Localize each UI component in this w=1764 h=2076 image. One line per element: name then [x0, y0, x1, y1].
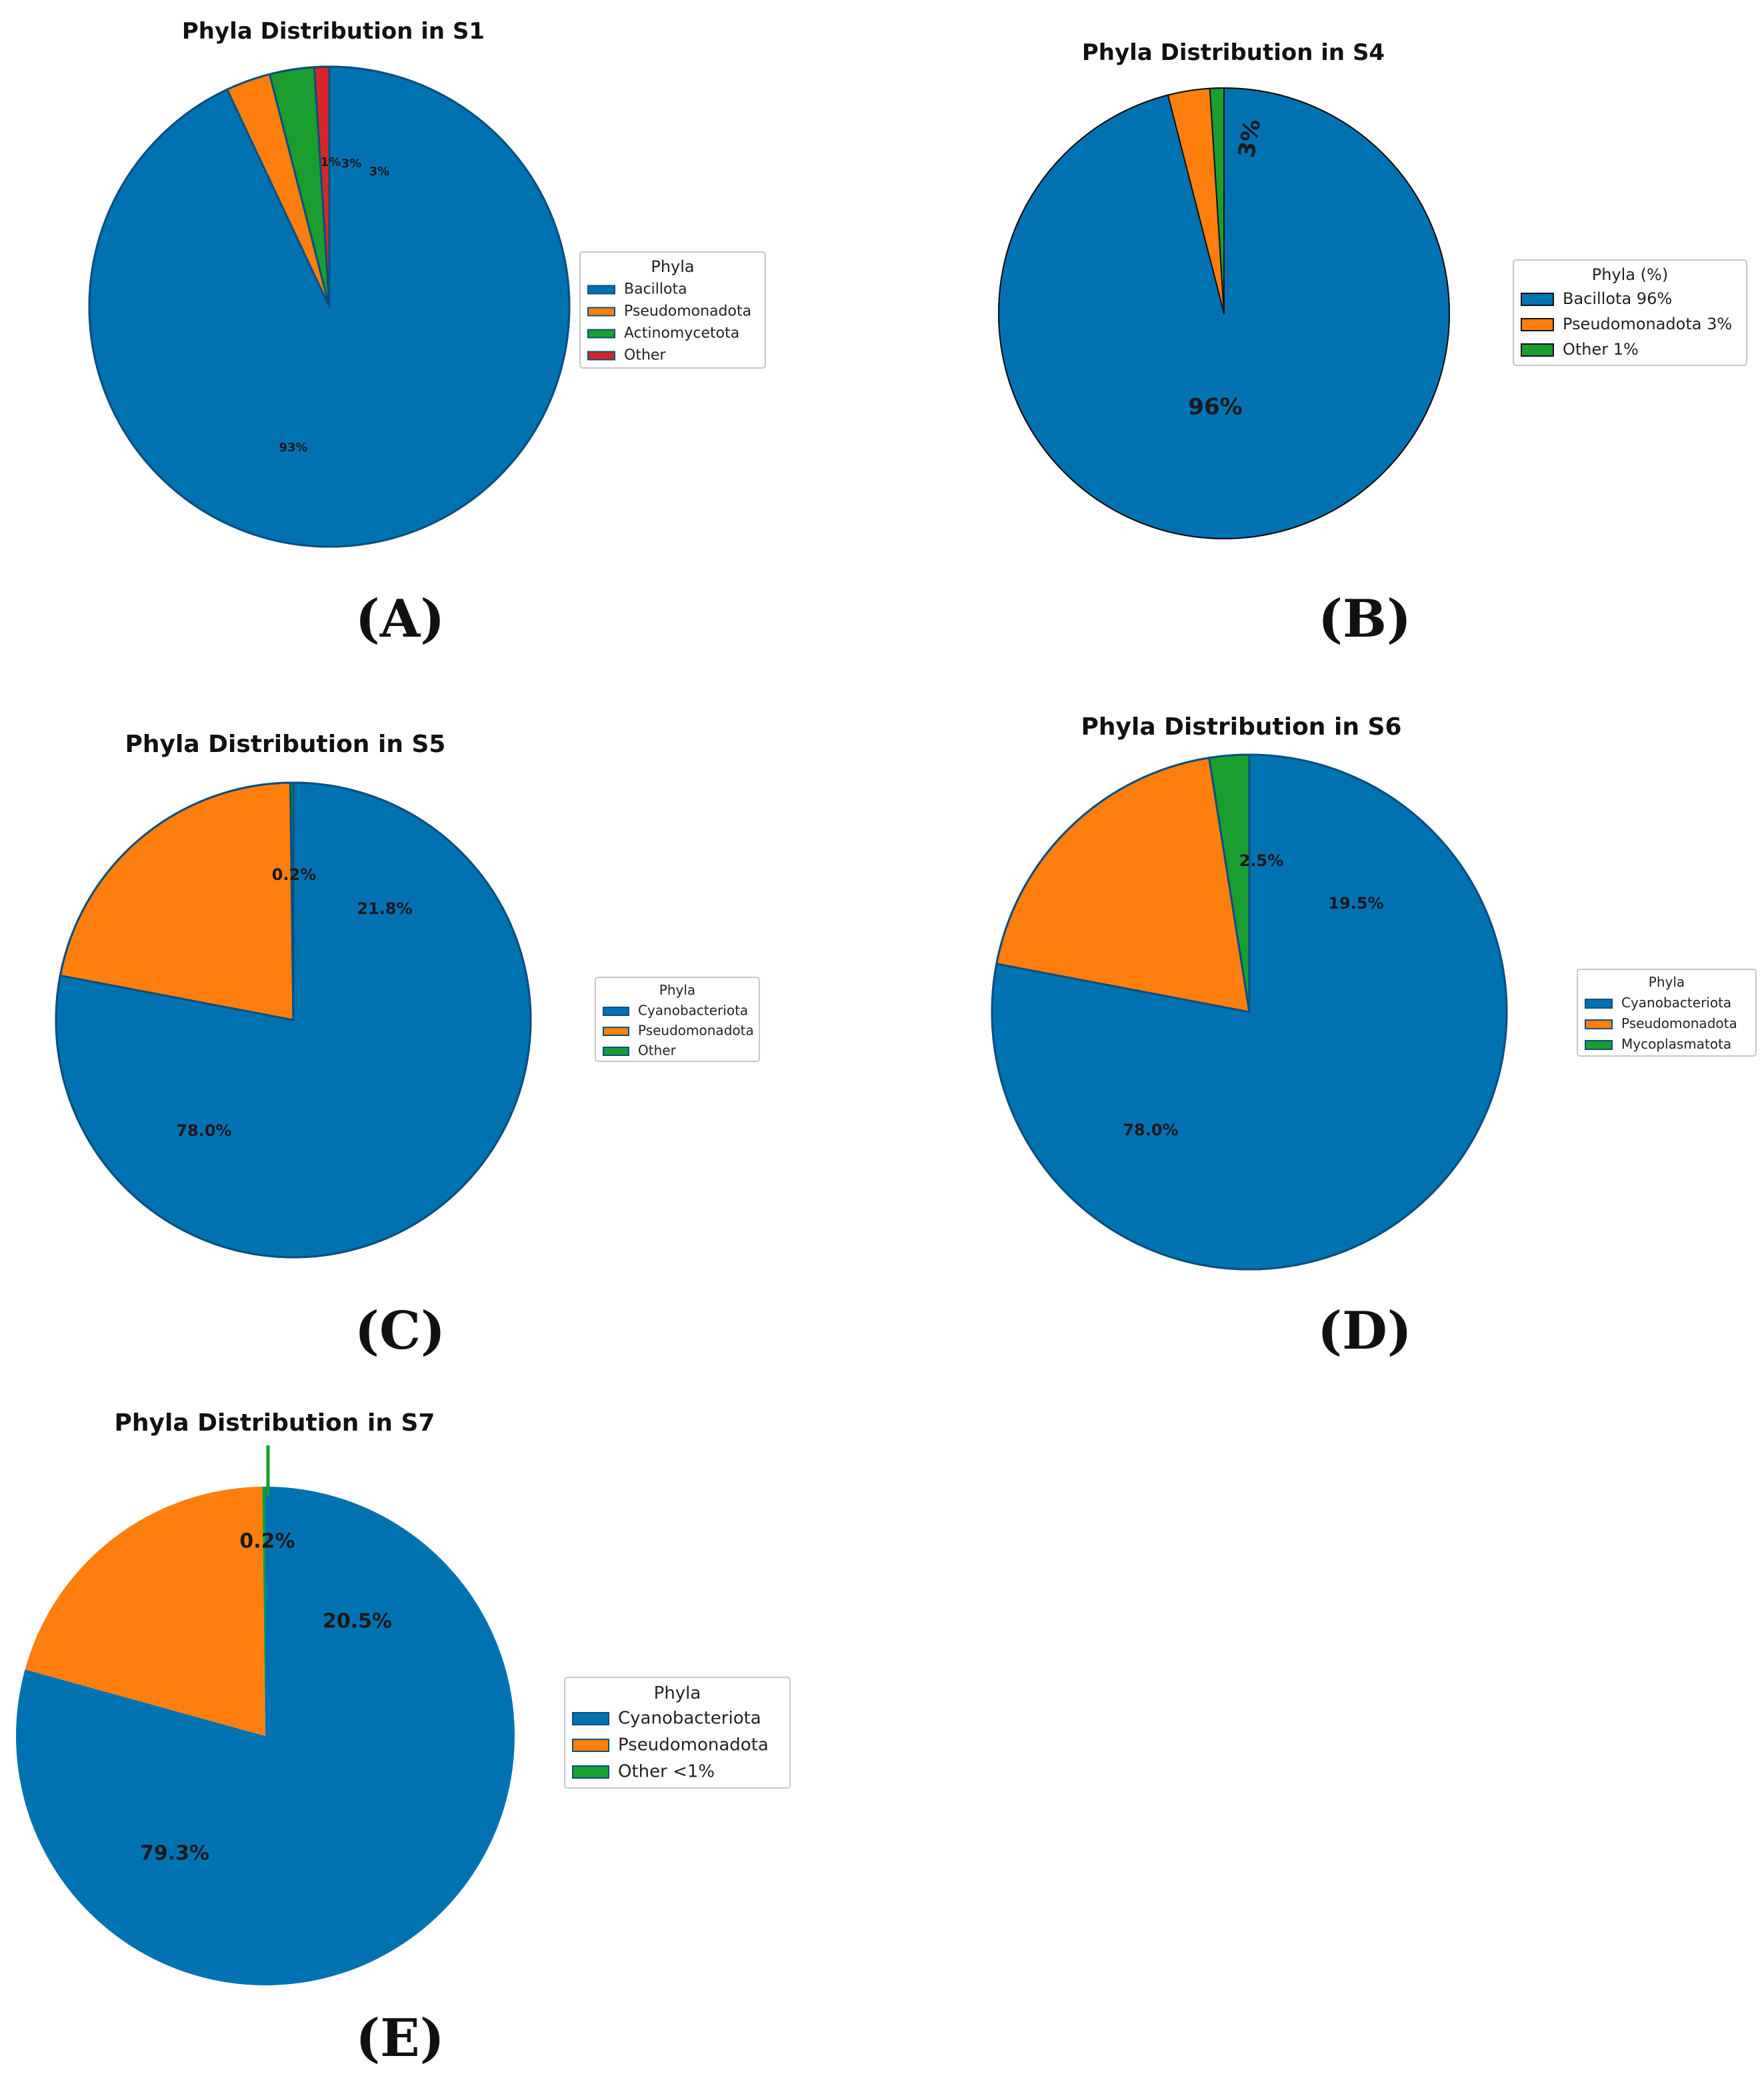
data-label: 21.8%: [357, 899, 412, 918]
pie-slice: [262, 1487, 265, 1736]
legend-item-label: Mycoplasmatota: [1621, 1036, 1731, 1052]
legend-swatch: [603, 1047, 629, 1056]
legend-item-label: Pseudomonadota: [638, 1023, 754, 1039]
legend-item-label: Other: [638, 1043, 677, 1059]
pie-chart-2: Phyla Distribution in S4 96% 3% Phyla (%) Ba…: [998, 39, 1747, 649]
pie-outline: [991, 753, 1508, 1271]
legend-box: [579, 251, 766, 369]
pie-outline: [998, 87, 1450, 539]
legend-box: [564, 1677, 791, 1789]
legend-item-label: Pseudomonadota: [624, 303, 751, 320]
legend: Phyla Bacillota Pseudomonadota Actinomyceto…: [579, 251, 766, 369]
data-label: 3%: [369, 165, 390, 179]
legend-item-label: Actinomycetota: [624, 325, 739, 342]
legend-title: Phyla: [659, 982, 695, 998]
chart-title: Phyla Distribution in S5: [125, 731, 446, 758]
data-label: 78.0%: [176, 1121, 231, 1140]
data-label: 3%: [341, 157, 362, 171]
data-label: 19.5%: [1328, 894, 1383, 913]
chart-title: Phyla Distribution in S7: [115, 1409, 435, 1437]
data-label: 20.5%: [323, 1610, 392, 1633]
pie-slice: [25, 1487, 265, 1736]
data-label: 3%: [1233, 117, 1266, 160]
legend-swatch: [587, 285, 615, 295]
panel-label: (B): [1318, 589, 1411, 649]
data-label: 0.2%: [272, 865, 317, 884]
legend-item-label: Pseudomonadota: [618, 1735, 769, 1755]
panel-label: (E): [355, 2008, 444, 2069]
pie-chart-1: Phyla Distribution in S193%3%3%1%PhylaBa…: [88, 18, 766, 649]
panel-label: (D): [1317, 1301, 1411, 1361]
legend-swatch: [603, 1027, 629, 1036]
legend-swatch: [587, 329, 615, 339]
chart-title: Phyla Distribution in S6: [1081, 713, 1402, 741]
data-label: 2.5%: [1239, 851, 1284, 870]
legend-swatch: [1585, 1040, 1613, 1050]
legend: Phyla (%) Bacillota 96% Pseudomonadota 3% O…: [1513, 259, 1747, 366]
pie-outline: [88, 65, 571, 548]
panel-label: (C): [355, 1301, 445, 1361]
pie-chart-3: Phyla Distribution in S5 78.0% 21.8% 0.2% Ph…: [55, 731, 760, 1361]
legend-item-label: Bacillota 96%: [1563, 289, 1672, 308]
data-label: 78.0%: [1123, 1121, 1178, 1139]
legend-swatch: [1585, 1019, 1613, 1029]
legend-box: [1577, 969, 1757, 1057]
legend-item-label: Other: [624, 347, 666, 364]
data-label: 93%: [279, 441, 307, 455]
legend-swatch: [587, 307, 615, 317]
legend-item-label: Other 1%: [1563, 340, 1639, 359]
legend-item-label: Cyanobacteriota: [638, 1003, 748, 1019]
legend-title: Phyla: [651, 257, 694, 276]
data-label: 79.3%: [140, 1842, 209, 1865]
pie-chart-4: Phyla Distribution in S6 78.0% 19.5% 2.5% Ph…: [991, 713, 1757, 1361]
data-label: 1%: [321, 155, 341, 169]
data-label: 96%: [1188, 394, 1242, 421]
legend-item-label: Cyanobacteriota: [618, 1709, 761, 1729]
legend-swatch: [1521, 293, 1554, 306]
data-label: 0.2%: [239, 1530, 295, 1553]
legend-swatch: [1521, 343, 1554, 357]
legend-swatch: [572, 1712, 609, 1725]
legend-box: [595, 977, 760, 1062]
legend-item-label: Pseudomonadota 3%: [1563, 315, 1732, 333]
pie-chart-5: Phyla Distribution in S7 79.3% 20.5% 0.2% Ph…: [16, 1409, 791, 2069]
legend-box: [1513, 259, 1747, 366]
chart-title: Phyla Distribution in S1: [182, 18, 485, 45]
legend-item-label: Other <1%: [618, 1762, 715, 1782]
legend: Phyla Cyanobacteriota Pseudomonadota Mycopl…: [1577, 969, 1757, 1057]
panel-label: (A): [355, 589, 445, 649]
legend-item-label: Bacillota: [624, 281, 687, 298]
legend-swatch: [1521, 318, 1554, 331]
legend: Phyla Cyanobacteriota Pseudomonadota Other: [595, 977, 760, 1062]
legend-title: Phyla (%): [1592, 265, 1668, 284]
legend-swatch: [587, 351, 615, 361]
legend-swatch: [1585, 999, 1613, 1009]
legend-swatch: [572, 1739, 609, 1752]
legend-title: Phyla: [654, 1683, 701, 1703]
pie-outline: [55, 781, 532, 1259]
legend-title: Phyla: [1649, 974, 1685, 990]
legend: Phyla Cyanobacteriota Pseudomonadota Other …: [564, 1677, 791, 1789]
legend-swatch: [572, 1765, 609, 1779]
legend-item-label: Cyanobacteriota: [1621, 995, 1731, 1011]
chart-title: Phyla Distribution in S4: [1082, 39, 1385, 66]
legend-item-label: Pseudomonadota: [1621, 1015, 1737, 1031]
legend-swatch: [603, 1007, 629, 1016]
